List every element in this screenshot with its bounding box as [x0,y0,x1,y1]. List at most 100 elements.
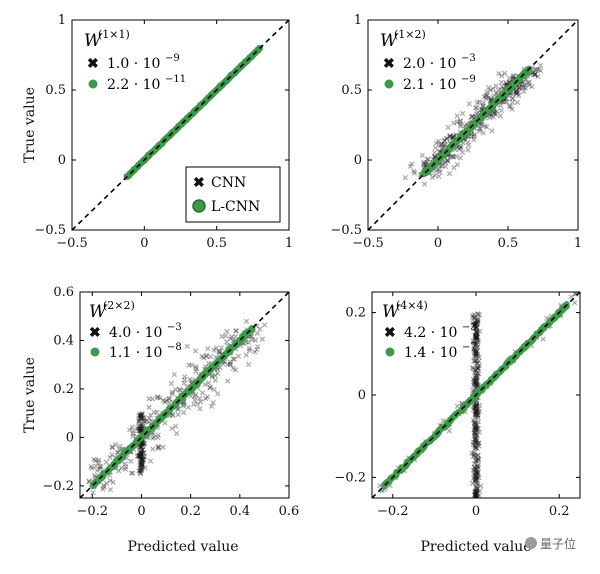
cnn-point [506,103,512,109]
cnn-point [470,376,476,383]
cnn-point [483,95,489,102]
cnn-point [470,441,476,448]
cnn-point [249,337,256,343]
cnn-point [137,415,143,422]
y-tick-label: 1 [58,13,66,28]
cnn-point [475,462,481,468]
cnn-point [140,457,146,463]
cnn-point [473,378,479,385]
cnn-point [474,328,480,334]
cnn-point [472,333,478,339]
x-tick-label: 1 [574,236,582,251]
cnn-point [472,345,478,352]
cnn-point [203,353,210,360]
cnn-point [472,375,478,381]
cnn-point [103,459,109,465]
cnn-point [471,430,477,436]
annotation-cnn-exponent: −3 [167,322,182,333]
cnn-point [233,328,239,334]
cnn-point [447,133,453,139]
cnn-point [472,436,478,442]
cnn-point [473,405,479,411]
cnn-point [138,425,144,432]
cnn-point [231,356,237,362]
cnn-point [471,379,477,386]
y-tick-label: −0.2 [334,470,366,485]
lcnn-marker-icon [385,347,395,357]
y-ticks: −0.2 0 0.2 [334,306,580,485]
cnn-point [475,319,481,325]
cnn-point [473,370,480,376]
cnn-point [472,434,478,440]
cnn-point [472,350,478,356]
cnn-point [521,88,527,95]
cnn-point [473,409,479,415]
cnn-point [138,412,144,418]
cnn-point [130,433,136,439]
cnn-point [437,169,443,175]
cnn-point [472,436,478,443]
cnn-point [506,75,513,81]
cnn-point [139,459,145,465]
cnn-point [446,171,453,177]
cnn-point [475,339,481,345]
x-tick-label: 0 [434,236,442,251]
cnn-point [141,440,147,446]
cnn-point [212,377,219,384]
cnn-point [136,449,143,455]
cnn-point [474,427,480,433]
cnn-point [107,454,113,461]
cnn-point [472,430,479,436]
cnn-point [140,443,146,449]
cnn-point [211,386,217,393]
cnn-point [98,464,104,470]
cnn-point [472,332,478,338]
cnn-point [211,347,217,353]
cnn-point [214,370,221,377]
cnn-point [431,149,438,156]
cnn-point [138,444,144,450]
cnn-point [473,485,479,491]
cnn-point [466,101,472,107]
cnn-point [472,489,478,495]
cnn-point [474,381,480,387]
cnn-point [473,351,479,357]
cnn-point [232,333,239,340]
x-axis-label: Predicted value [420,539,531,555]
cnn-point [480,100,486,106]
cnn-point [474,341,480,348]
cnn-point [254,347,260,353]
cnn-point [444,157,450,164]
cnn-point [225,378,231,384]
cnn-point [472,442,478,449]
cnn-point [168,380,174,387]
cnn-point [139,421,145,427]
cnn-point [471,358,477,364]
cnn-point [138,443,145,450]
cnn-point [459,149,466,156]
annotation-cnn-value: 1.0 · 10 [107,56,160,72]
cnn-point [474,331,480,337]
cnn-point [473,324,479,330]
cnn-point [473,400,480,406]
cnn-point [473,425,479,432]
cnn-point [92,457,99,464]
cnn-point [493,90,499,96]
cnn-point [472,333,479,340]
annotation-lcnn-value: 1.1 · 10 [109,345,162,361]
cnn-point [513,89,519,95]
cnn-point [476,429,482,435]
cnn-point [475,452,481,458]
cnn-point [137,462,143,468]
cnn-point [472,319,478,326]
cnn-point [475,425,482,432]
cnn-point [130,470,136,476]
cnn-point [472,405,479,411]
cnn-point [97,463,103,469]
cnn-point [474,330,481,336]
cnn-point [137,469,143,475]
cnn-point [139,457,145,463]
cnn-point [473,341,480,348]
cnn-point [219,333,225,340]
cnn-point [140,456,146,463]
